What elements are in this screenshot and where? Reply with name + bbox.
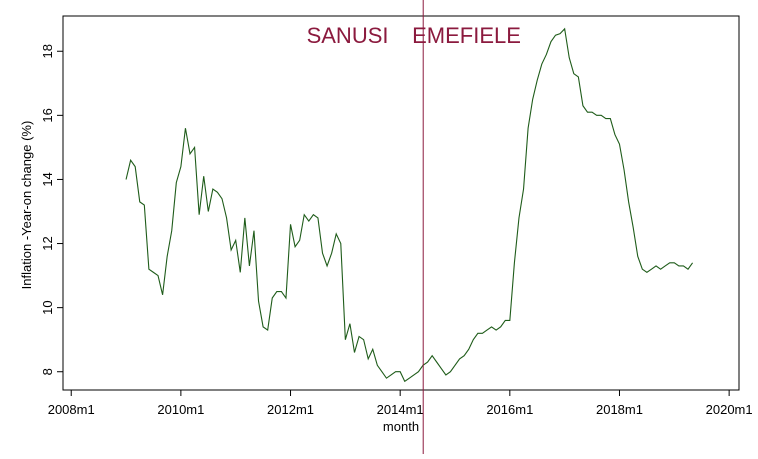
x-tick-label: 2018m1 <box>596 402 643 417</box>
annotation-sanusi: SANUSI <box>307 23 389 48</box>
x-tick-label: 2010m1 <box>157 402 204 417</box>
y-tick-label: 12 <box>40 236 55 250</box>
x-tick-label: 2014m1 <box>377 402 424 417</box>
y-tick-label: 18 <box>40 44 55 58</box>
y-tick-label: 10 <box>40 300 55 314</box>
x-tick-label: 2012m1 <box>267 402 314 417</box>
x-axis-title: month <box>383 419 419 434</box>
x-tick-label: 2008m1 <box>48 402 95 417</box>
x-tick-label: 2020m1 <box>706 402 753 417</box>
y-tick-label: 16 <box>40 108 55 122</box>
y-axis: 8 10 12 14 16 18 <box>40 44 63 375</box>
inflation-series-line <box>125 27 694 383</box>
y-tick-label: 8 <box>40 368 55 375</box>
x-tick-label: 2016m1 <box>486 402 533 417</box>
x-axis: 2008m1 2010m1 2012m1 2014m1 2016m1 2018m1 2020… <box>48 390 753 417</box>
y-axis-title: Inflation -Year-on change (%) <box>19 121 34 290</box>
plot-frame <box>62 15 740 391</box>
annotation-emefiele: EMEFIELE <box>412 23 521 48</box>
y-tick-label: 14 <box>40 172 55 186</box>
